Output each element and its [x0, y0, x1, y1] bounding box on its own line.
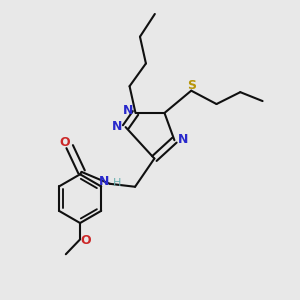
Text: N: N: [178, 133, 188, 146]
Text: N: N: [112, 120, 122, 133]
Text: N: N: [99, 175, 110, 188]
Text: S: S: [187, 79, 196, 92]
Text: O: O: [59, 136, 70, 149]
Text: H: H: [113, 178, 122, 188]
Text: O: O: [81, 234, 91, 248]
Text: N: N: [123, 104, 133, 117]
